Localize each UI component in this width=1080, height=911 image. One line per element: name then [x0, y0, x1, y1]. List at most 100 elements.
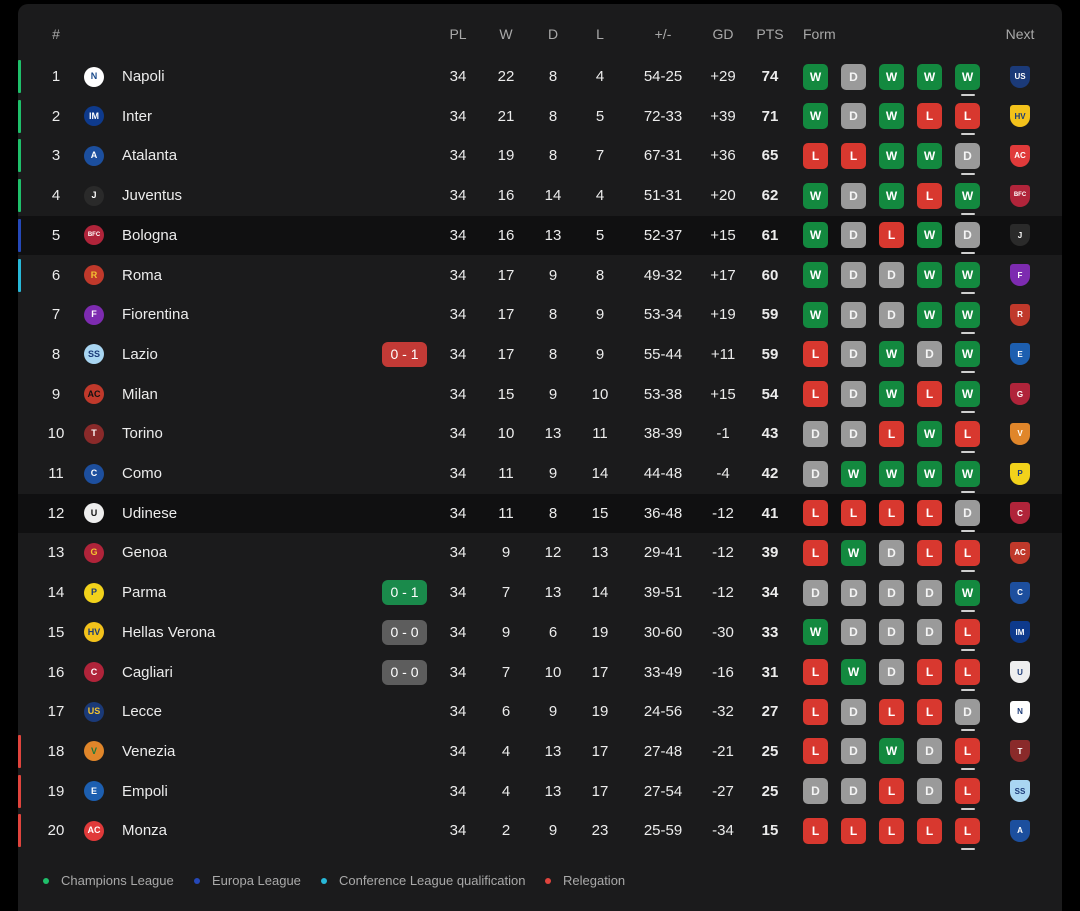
- next-opponent[interactable]: C: [1000, 573, 1040, 612]
- form-result-chip[interactable]: L: [917, 500, 942, 527]
- form-result-chip[interactable]: L: [803, 698, 828, 725]
- form-result-chip[interactable]: L: [955, 817, 980, 850]
- form-result-chip[interactable]: W: [841, 460, 866, 487]
- form-result-chip[interactable]: W: [879, 341, 904, 368]
- next-opponent[interactable]: BFC: [1000, 176, 1040, 215]
- form-result-chip[interactable]: W: [803, 222, 828, 249]
- next-opponent[interactable]: J: [1000, 216, 1040, 255]
- form-result-chip[interactable]: L: [917, 698, 942, 725]
- form-result-chip[interactable]: D: [917, 619, 942, 646]
- form-result-chip[interactable]: W: [879, 103, 904, 130]
- team-name[interactable]: Lecce: [122, 703, 163, 721]
- form-result-chip[interactable]: L: [879, 698, 904, 725]
- form-result-chip[interactable]: W: [879, 738, 904, 765]
- form-result-chip[interactable]: W: [917, 262, 942, 288]
- header-draws[interactable]: D: [547, 26, 559, 42]
- form-result-chip[interactable]: D: [879, 301, 904, 328]
- form-result-chip[interactable]: L: [955, 659, 980, 691]
- form-result-chip[interactable]: W: [803, 301, 828, 328]
- form-result-chip[interactable]: W: [955, 63, 980, 96]
- form-result-chip[interactable]: W: [879, 381, 904, 408]
- table-row[interactable]: 9 AC Milan 34 15 9 10 53-38 +15 54 L D W L W G: [18, 375, 1062, 414]
- form-result-chip[interactable]: L: [955, 420, 980, 453]
- form-result-chip[interactable]: W: [955, 460, 980, 493]
- form-result-chip[interactable]: L: [841, 817, 866, 844]
- form-result-chip[interactable]: W: [803, 182, 828, 209]
- team-name[interactable]: Udinese: [122, 504, 178, 522]
- table-row[interactable]: 12 U Udinese 34 11 8 15 36-48 -12 41 L L L L D C: [18, 493, 1062, 533]
- form-result-chip[interactable]: D: [841, 698, 866, 725]
- form-result-chip[interactable]: L: [803, 142, 828, 169]
- team-name[interactable]: Empoli: [122, 782, 168, 800]
- header-wins[interactable]: W: [499, 26, 513, 42]
- team-name[interactable]: Monza: [122, 822, 168, 840]
- team-name[interactable]: Milan: [122, 385, 158, 403]
- form-result-chip[interactable]: D: [841, 778, 866, 805]
- form-result-chip[interactable]: L: [803, 659, 828, 685]
- header-goals[interactable]: +/-: [654, 26, 672, 42]
- form-result-chip[interactable]: D: [955, 142, 980, 175]
- form-result-chip[interactable]: W: [917, 301, 942, 328]
- table-row[interactable]: 14 P Parma 0 - 1 34 7 13 14 39-51 -12 34 D D D D W C: [18, 573, 1062, 612]
- form-result-chip[interactable]: W: [955, 301, 980, 334]
- form-result-chip[interactable]: L: [879, 222, 904, 249]
- form-result-chip[interactable]: L: [879, 778, 904, 805]
- form-result-chip[interactable]: L: [879, 817, 904, 844]
- form-result-chip[interactable]: L: [955, 539, 980, 572]
- form-result-chip[interactable]: D: [879, 579, 904, 606]
- team-name[interactable]: Parma: [122, 584, 167, 602]
- form-result-chip[interactable]: D: [841, 301, 866, 328]
- form-result-chip[interactable]: D: [841, 619, 866, 646]
- form-result-chip[interactable]: L: [917, 659, 942, 685]
- next-opponent[interactable]: V: [1000, 414, 1040, 453]
- next-opponent[interactable]: T: [1000, 732, 1040, 771]
- table-row[interactable]: 18 V Venezia 34 4 13 17 27-48 -21 25 L D W D L T: [18, 732, 1062, 771]
- form-result-chip[interactable]: D: [803, 460, 828, 487]
- form-result-chip[interactable]: D: [955, 500, 980, 533]
- team-name[interactable]: Genoa: [122, 544, 168, 562]
- header-losses[interactable]: L: [596, 26, 604, 42]
- form-result-chip[interactable]: W: [879, 142, 904, 169]
- form-result-chip[interactable]: W: [955, 341, 980, 374]
- header-played[interactable]: PL: [449, 26, 467, 42]
- form-result-chip[interactable]: L: [917, 539, 942, 566]
- live-score-badge[interactable]: 0 - 1: [382, 341, 427, 367]
- form-result-chip[interactable]: W: [803, 63, 828, 90]
- form-result-chip[interactable]: D: [841, 738, 866, 765]
- form-result-chip[interactable]: D: [803, 778, 828, 805]
- next-opponent[interactable]: A: [1000, 811, 1040, 850]
- form-result-chip[interactable]: L: [917, 381, 942, 408]
- form-result-chip[interactable]: W: [841, 659, 866, 685]
- team-name[interactable]: Hellas Verona: [122, 623, 216, 641]
- live-score-badge[interactable]: 0 - 0: [382, 659, 427, 685]
- form-result-chip[interactable]: L: [917, 817, 942, 844]
- form-result-chip[interactable]: D: [841, 381, 866, 408]
- team-name[interactable]: Juventus: [122, 187, 183, 205]
- table-row[interactable]: 2 IM Inter 34 21 8 5 72-33 +39 71 W D W L L HV: [18, 97, 1062, 136]
- next-opponent[interactable]: C: [1000, 494, 1040, 533]
- form-result-chip[interactable]: W: [955, 579, 980, 612]
- form-result-chip[interactable]: W: [879, 460, 904, 487]
- form-result-chip[interactable]: D: [879, 659, 904, 685]
- live-score-badge[interactable]: 0 - 0: [382, 619, 427, 645]
- form-result-chip[interactable]: D: [879, 262, 904, 288]
- table-row[interactable]: 10 T Torino 34 10 13 11 38-39 -1 43 D D L W L V: [18, 414, 1062, 453]
- table-row[interactable]: 19 E Empoli 34 4 13 17 27-54 -27 25 D D L D L SS: [18, 772, 1062, 811]
- table-row[interactable]: 7 F Fiorentina 34 17 8 9 53-34 +19 59 W D D W W R: [18, 295, 1062, 334]
- form-result-chip[interactable]: L: [803, 539, 828, 566]
- table-row[interactable]: 8 SS Lazio 0 - 1 34 17 8 9 55-44 +11 59 L D W D W E: [18, 335, 1062, 374]
- team-name[interactable]: Lazio: [122, 345, 158, 363]
- form-result-chip[interactable]: W: [879, 182, 904, 209]
- next-opponent[interactable]: U: [1000, 653, 1040, 692]
- team-name[interactable]: Inter: [122, 107, 153, 125]
- team-name[interactable]: Fiorentina: [122, 306, 189, 324]
- table-row[interactable]: 17 US Lecce 34 6 9 19 24-56 -32 27 L D L L D N: [18, 692, 1062, 731]
- form-result-chip[interactable]: L: [955, 103, 980, 136]
- form-result-chip[interactable]: W: [917, 460, 942, 487]
- form-result-chip[interactable]: W: [803, 103, 828, 130]
- form-result-chip[interactable]: L: [803, 341, 828, 368]
- table-row[interactable]: 1 N Napoli 34 22 8 4 54-25 +29 74 W D W W W US: [18, 57, 1062, 96]
- live-score-badge[interactable]: 0 - 1: [382, 580, 427, 606]
- next-opponent[interactable]: AC: [1000, 533, 1040, 572]
- form-result-chip[interactable]: D: [841, 103, 866, 130]
